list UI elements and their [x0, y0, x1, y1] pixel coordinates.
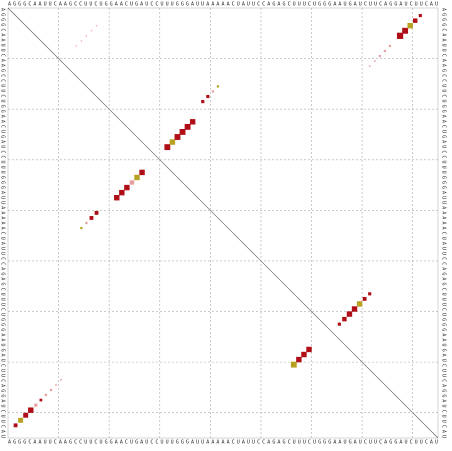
- pair-dot: [342, 316, 347, 322]
- pair-dot: [383, 49, 386, 53]
- pair-dot: [114, 194, 120, 201]
- pair-dot: [49, 388, 53, 392]
- pair-dot: [418, 14, 422, 18]
- dots: [13, 14, 422, 428]
- sequence-top: AGGGCAAUUCAAGCCUUCUGGAACUGAUCCUUUGGGAUUA…: [8, 2, 438, 8]
- pair-dot: [356, 301, 363, 307]
- pair-dot: [290, 361, 297, 368]
- plot-frame: [7, 7, 439, 439]
- pair-dot: [119, 189, 125, 196]
- pair-dot: [80, 226, 83, 230]
- pair-dot: [306, 346, 312, 353]
- pair-dot: [94, 210, 99, 215]
- pair-dot: [337, 322, 341, 326]
- pair-dot: [95, 25, 98, 27]
- pair-dot: [75, 45, 77, 47]
- pair-dot: [211, 90, 214, 93]
- pair-dot: [60, 379, 62, 381]
- pair-dot: [18, 417, 24, 423]
- pair-dot: [351, 306, 358, 312]
- pair-dot: [301, 351, 307, 358]
- pair-dot: [346, 311, 353, 317]
- pair-dot: [174, 134, 181, 140]
- pair-dot: [89, 216, 94, 220]
- pair-dot: [55, 384, 57, 386]
- pair-dot: [85, 35, 88, 37]
- pair-dot: [413, 18, 418, 23]
- pair-dot: [39, 398, 43, 402]
- pair-dot: [189, 119, 196, 125]
- pair-dot: [44, 393, 48, 397]
- pair-dot: [216, 85, 220, 88]
- pair-dot: [402, 27, 409, 34]
- pair-dot: [407, 22, 413, 29]
- pair-dot: [164, 144, 171, 151]
- pair-dot: [362, 296, 367, 301]
- sequence-bottom: AGGGCAAUUCAAGCCUUCUGGAACUGAUCCUUUGGGAUUA…: [8, 440, 438, 446]
- pair-dot: [378, 54, 381, 58]
- pair-dot: [80, 40, 82, 42]
- pair-dot: [184, 123, 191, 130]
- pair-dot: [201, 100, 205, 104]
- pair-dot: [129, 180, 135, 185]
- pair-dot: [169, 139, 176, 145]
- pair-dot: [179, 129, 186, 135]
- pair-dot: [373, 60, 376, 62]
- pair-dot: [34, 403, 38, 407]
- pair-dot: [124, 184, 130, 191]
- sequence-left: AGGGCAAUUCAAGCCUUCUGGAACUGAUCCUUUGGGAUUA…: [0, 8, 6, 438]
- sequence-right: AGGGCAAUUCAAGCCUUCUGGAACUGAUCCUUUGGGAUUA…: [441, 8, 447, 438]
- pair-dot: [85, 221, 88, 225]
- pair-dot: [206, 94, 210, 99]
- pair-dot: [368, 292, 372, 296]
- pair-dot: [90, 30, 93, 32]
- pair-dot: [28, 407, 34, 413]
- pair-dot: [139, 169, 145, 176]
- pair-dot: [23, 412, 29, 418]
- pair-dot: [134, 174, 140, 181]
- pair-dot: [296, 356, 302, 363]
- pair-dot: [388, 44, 392, 48]
- diagonal: [7, 7, 439, 439]
- pair-dot: [368, 65, 371, 67]
- pair-dot: [396, 32, 404, 39]
- pair-dot: [13, 423, 18, 428]
